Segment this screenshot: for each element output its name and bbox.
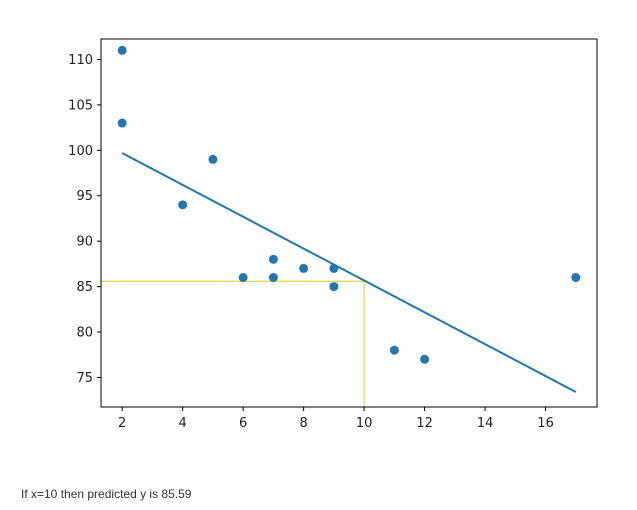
y-axis-ticks: 75 80 85 90 95 100 105 110 (68, 53, 101, 386)
data-point (420, 354, 430, 364)
y-tick-label: 95 (76, 189, 93, 204)
x-axis-ticks: 2 4 6 8 10 12 14 16 (118, 407, 554, 431)
prediction-guides (101, 280, 365, 407)
x-tick-label: 10 (356, 416, 373, 431)
data-point (117, 118, 127, 128)
data-point (178, 200, 188, 210)
x-tick-label: 12 (416, 416, 433, 431)
scatter-chart: 2 4 6 8 10 12 14 16 75 80 85 90 95 100 105 110 (68, 38, 598, 431)
data-point (268, 254, 278, 264)
data-point (117, 45, 127, 55)
x-tick-label: 2 (118, 416, 126, 431)
y-tick-label: 75 (76, 371, 93, 386)
x-tick-label: 8 (299, 416, 307, 431)
data-point (389, 345, 399, 355)
regression-line (121, 152, 577, 393)
data-point (329, 282, 339, 292)
axes-frame (100, 38, 598, 408)
data-point (208, 154, 218, 164)
data-point (268, 273, 278, 283)
x-tick-label: 6 (239, 416, 247, 431)
y-tick-label: 110 (68, 53, 93, 68)
data-points (117, 45, 581, 364)
y-tick-label: 100 (68, 144, 93, 159)
data-point (299, 263, 309, 273)
data-point (571, 273, 581, 283)
x-tick-label: 16 (537, 416, 554, 431)
y-tick-label: 80 (76, 326, 93, 341)
y-tick-label: 90 (76, 235, 93, 250)
x-tick-label: 4 (179, 416, 187, 431)
regression-line-layer (121, 152, 577, 393)
data-point (238, 273, 248, 283)
data-point (329, 263, 339, 273)
x-tick-label: 14 (477, 416, 494, 431)
y-tick-label: 85 (76, 280, 93, 295)
prediction-caption: If x=10 then predicted y is 85.59 (21, 487, 192, 501)
y-tick-label: 105 (68, 98, 93, 113)
